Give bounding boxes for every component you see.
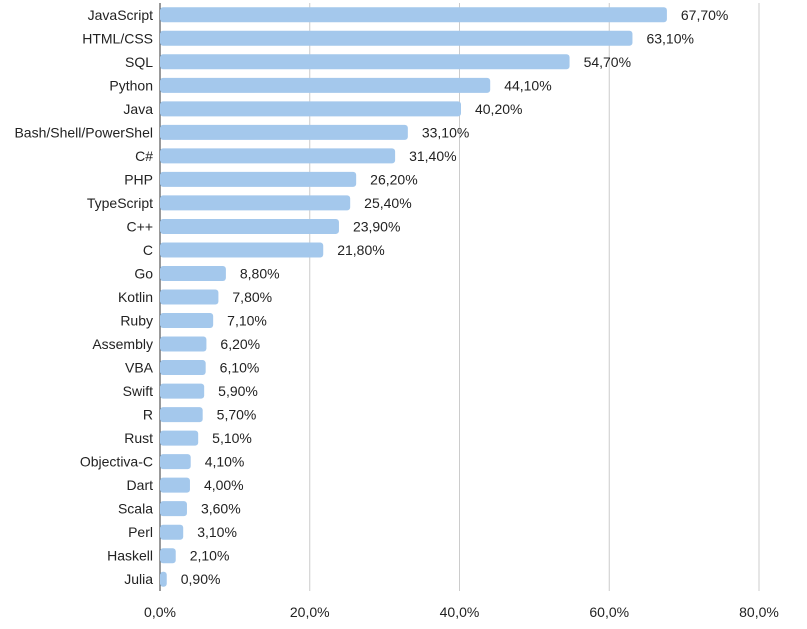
value-label: 6,20% [220,336,260,352]
x-tick-label: 80,0% [739,604,779,620]
category-label: Scala [118,501,153,517]
category-label: HTML/CSS [82,30,153,46]
x-tick-label: 20,0% [290,604,330,620]
category-label: Python [109,77,153,93]
bar [160,383,205,399]
category-label: Go [134,265,153,281]
bar [160,77,491,93]
bar [160,501,187,517]
value-label: 6,10% [220,360,260,376]
value-label: 7,10% [227,313,267,329]
value-label: 40,20% [475,101,522,117]
category-label: Swift [123,383,153,399]
value-label: 5,90% [218,383,258,399]
value-label: 23,90% [353,218,400,234]
bar [160,101,461,117]
value-label: 5,10% [212,430,252,446]
category-label: VBA [125,360,154,376]
bar [160,289,219,305]
category-label: Julia [124,571,153,587]
bar [160,124,408,140]
category-label: Haskell [107,548,153,564]
bar [160,218,339,234]
bar [160,407,203,423]
x-tick-label: 60,0% [589,604,629,620]
bar [160,265,226,281]
category-label: Dart [127,477,154,493]
bar [160,360,206,376]
bar [160,30,633,46]
bar [160,571,167,587]
bar [160,430,199,446]
value-label: 7,80% [232,289,272,305]
category-label: TypeScript [87,195,153,211]
category-label: Perl [128,524,153,540]
label-layer: JavaScript 67,70% HTML/CSS 63,10% SQL 54,70% P… [14,7,728,587]
bar [160,336,207,352]
value-label: 25,40% [364,195,411,211]
bar [160,7,667,23]
bar [160,148,396,164]
bar [160,171,357,187]
bar [160,454,191,470]
value-label: 21,80% [337,242,384,258]
bar-layer [160,7,667,587]
category-label: Assembly [92,336,153,352]
category-label: PHP [124,171,153,187]
category-label: Bash/Shell/PowerShel [14,124,153,140]
value-label: 31,40% [409,148,456,164]
category-label: Kotlin [118,289,153,305]
tick-layer: 0,0% 20,0% 40,0% 60,0% 80,0% [144,604,779,620]
category-label: SQL [125,54,153,70]
value-label: 2,10% [190,548,230,564]
value-label: 33,10% [422,124,469,140]
bar [160,524,184,540]
category-label: Objectiva-C [80,454,153,470]
value-label: 8,80% [240,265,280,281]
value-label: 54,70% [584,54,631,70]
x-tick-label: 0,0% [144,604,176,620]
bar [160,54,570,70]
category-label: Java [123,101,153,117]
category-label: JavaScript [88,7,153,23]
value-label: 3,10% [197,524,237,540]
bar [160,195,351,211]
value-label: 4,00% [204,477,244,493]
category-label: Ruby [120,313,153,329]
value-label: 67,70% [681,7,728,23]
value-label: 3,60% [201,501,241,517]
bar [160,477,190,493]
bar [160,548,176,564]
category-label: Rust [124,430,153,446]
value-label: 26,20% [370,171,417,187]
value-label: 4,10% [205,454,245,470]
x-tick-label: 40,0% [440,604,480,620]
value-label: 44,10% [504,77,551,93]
value-label: 63,10% [646,30,693,46]
category-label: C [143,242,153,258]
bar [160,242,324,258]
category-label: R [143,407,153,423]
bar [160,313,214,329]
category-label: C# [135,148,153,164]
value-label: 5,70% [217,407,257,423]
value-label: 0,90% [181,571,221,587]
category-label: C++ [127,218,153,234]
